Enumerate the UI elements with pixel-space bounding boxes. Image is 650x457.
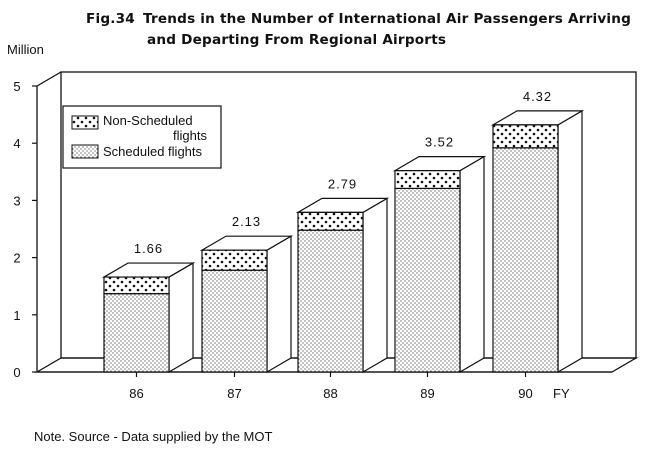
y-tick-label: 1 [13, 308, 20, 323]
bar-segment-scheduled [492, 147, 559, 373]
bar-segment-scheduled [394, 187, 461, 373]
legend-swatch-scheduled [71, 144, 99, 159]
bar-side-face [459, 155, 485, 374]
bar-group: 2.79 [295, 176, 390, 374]
source-note: Note. Source - Data supplied by the MOT [34, 429, 273, 444]
bar-group: 4.32 [490, 89, 585, 374]
x-tick-label: 88 [323, 386, 337, 401]
y-tick-label: 5 [13, 79, 20, 94]
bars: 1.66 2.13 2.79 3.52 4.32 [101, 89, 585, 374]
bar-total-label: 4.32 [523, 89, 552, 104]
x-tick-label: 86 [129, 386, 143, 401]
figure-title: Fig.34 Trends in the Number of Internatio… [86, 9, 641, 51]
bar-segment-non-scheduled [103, 276, 170, 295]
bar-total-label: 1.66 [134, 241, 163, 256]
bar-group: 2.13 [199, 214, 294, 374]
figure-number: Fig.34 [86, 11, 135, 27]
x-tick-label: 89 [420, 386, 434, 401]
bar-segment-scheduled [297, 229, 364, 373]
bar-segment-scheduled [103, 293, 170, 373]
bar-total-label: 3.52 [425, 135, 454, 150]
x-tick-label: 87 [227, 386, 241, 401]
legend-swatch-non-scheduled [71, 115, 99, 130]
y-tick-label: 4 [13, 136, 20, 151]
legend-label-non-scheduled: Non-Scheduled [103, 113, 193, 128]
bar-segment-scheduled [201, 269, 268, 373]
y-tick-label: 0 [13, 365, 20, 380]
bar-segment-non-scheduled [201, 249, 268, 271]
figure-title-line-1: Trends in the Number of International Ai… [142, 11, 632, 27]
x-axis-label: FY [553, 386, 570, 401]
bar-side-face [362, 197, 388, 374]
y-tick-label: 3 [13, 193, 20, 208]
legend-label-scheduled: Scheduled flights [103, 144, 203, 159]
bar-segment-non-scheduled [492, 124, 559, 149]
bar-side-face [266, 235, 292, 374]
bar-side-face [557, 109, 583, 374]
figure-title-line-2: and Departing From Regional Airports [147, 32, 447, 48]
legend-label-non-scheduled-line2: flights [173, 128, 207, 143]
x-tick-label: 90 [518, 386, 532, 401]
bar-total-label: 2.13 [232, 214, 261, 229]
bar-segment-non-scheduled [297, 211, 364, 231]
bar-segment-non-scheduled [394, 170, 461, 189]
y-axis-unit-label: Million [7, 42, 44, 57]
bar-side-face [168, 262, 194, 374]
y-tick-label: 2 [13, 251, 20, 266]
bar-total-label: 2.79 [328, 176, 357, 191]
bar-group: 3.52 [392, 135, 487, 374]
chart-top-left-edge [36, 71, 62, 87]
bar-group: 1.66 [101, 241, 196, 374]
